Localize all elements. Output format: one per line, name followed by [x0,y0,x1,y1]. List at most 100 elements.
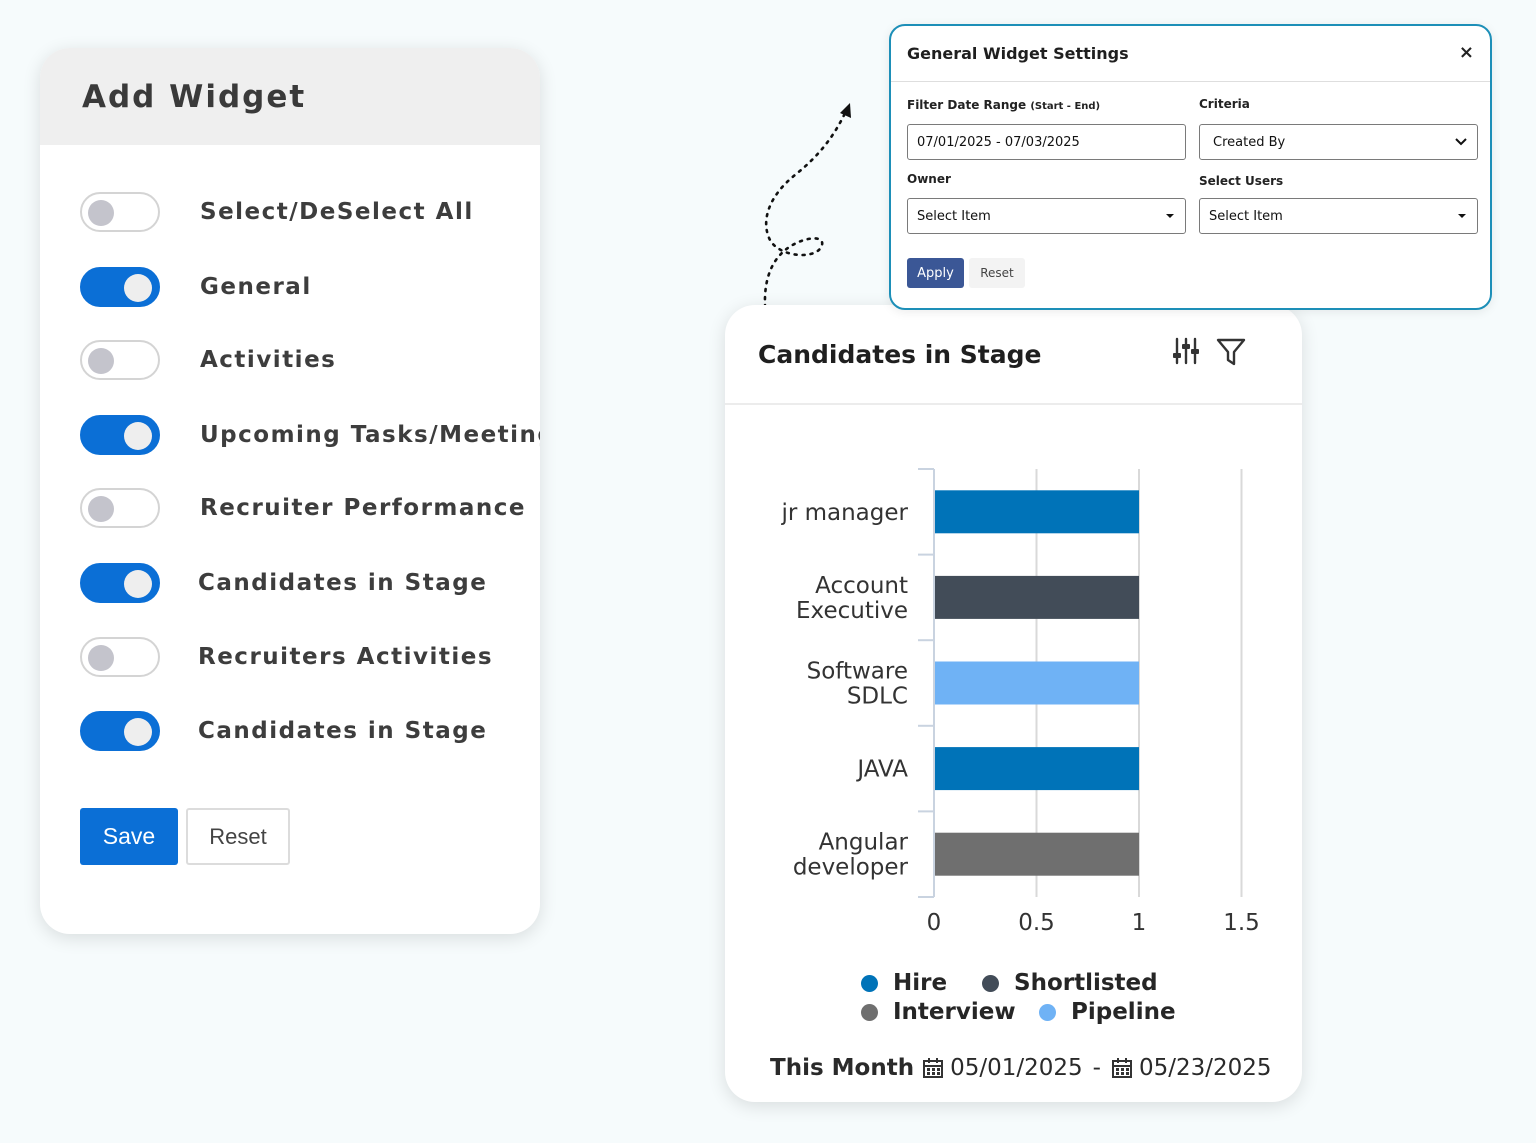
legend-label: Pipeline [1071,999,1176,1025]
sliders-icon[interactable] [1172,337,1200,365]
toggle-label: Candidates in Stage [198,718,488,744]
bar [935,832,1139,876]
legend-item-pipeline[interactable]: Pipeline [1039,999,1176,1025]
y-category-label: JAVA [855,757,908,783]
criteria-select[interactable]: Created By [1199,124,1478,160]
users-value: Select Item [1209,208,1283,224]
y-category-label: Executive [796,598,908,624]
toggle-knob [124,274,152,302]
activities-toggle[interactable] [80,340,160,380]
chart-card-header: Candidates in Stage [725,305,1302,405]
filter-icon[interactable] [1216,337,1246,367]
y-category-label: SDLC [847,684,908,710]
legend-dot [1039,1003,1056,1021]
calendar-icon [1111,1058,1132,1078]
dotted-arrow-icon [763,103,851,325]
bar [935,747,1139,791]
toggle-row-candidates-in-stage[interactable]: Candidates in Stage [80,563,487,603]
legend-dot [861,974,878,992]
chart-date-range: This Month 05/01/2025 - 05/23/2025 [770,1055,1272,1081]
legend-label: Hire [893,970,948,996]
y-category-label: developer [793,855,909,881]
add-widget-header: Add Widget [40,48,540,145]
x-tick-label: 1 [1132,910,1147,936]
owner-label: Owner [907,172,951,186]
toggle-knob [124,422,152,450]
toggle-knob [88,645,114,671]
toggle-knob [88,348,114,374]
toggle-label: Recruiters Activities [198,644,494,670]
toggle-label: Candidates in Stage [198,570,488,596]
date-range-label-text: Filter Date Range [907,98,1027,112]
chart-title: Candidates in Stage [758,339,1042,369]
toggle-label: Activities [200,347,337,373]
bar [935,661,1139,705]
bar [935,490,1139,534]
close-icon[interactable]: × [1458,42,1474,63]
general-toggle[interactable] [80,267,160,307]
toggle-label: Select/DeSelect All [200,199,474,225]
toggle-row-select-all[interactable]: Select/DeSelect All [80,192,474,232]
start-date: 05/01/2025 [950,1055,1083,1081]
x-tick-label: 0.5 [1018,910,1055,936]
toggle-label: Recruiter Performance [200,495,527,521]
calendar-icon [923,1058,944,1078]
y-category-label: jr manager [780,500,908,526]
save-button[interactable]: Save [80,808,178,865]
toggle-row-recruiters-activities[interactable]: Recruiters Activities [80,637,493,677]
toggle-label: General [200,274,312,300]
date-separator: - [1092,1055,1101,1081]
date-range-label: Filter Date Range (Start - End) [907,98,1100,112]
owner-value: Select Item [917,208,991,224]
toggle-row-recruiter-performance[interactable]: Recruiter Performance [80,488,526,528]
settings-header: General Widget Settings × [891,26,1490,82]
candidates-in-stage-toggle-2[interactable] [80,711,160,751]
toggle-row-candidates-in-stage-2[interactable]: Candidates in Stage [80,711,487,751]
x-tick-label: 1.5 [1223,910,1260,936]
period-label: This Month [770,1055,915,1081]
legend-item-shortlisted[interactable]: Shortlisted [982,970,1158,996]
settings-reset-button[interactable]: Reset [969,258,1025,288]
date-range-hint: (Start - End) [1030,101,1101,112]
upcoming-tasks-toggle[interactable] [80,415,160,455]
chevron-down-icon [1455,138,1467,146]
date-range-input[interactable]: 07/01/2025 - 07/03/2025 [907,124,1186,160]
owner-select[interactable]: Select Item [907,198,1186,234]
select-all-toggle[interactable] [80,192,160,232]
users-select[interactable]: Select Item [1199,198,1478,234]
users-label: Select Users [1199,174,1284,188]
criteria-label: Criteria [1199,97,1250,111]
chart-header-actions [1172,337,1246,367]
reset-button[interactable]: Reset [186,808,290,865]
candidates-in-stage-card: Candidates in Stage 0 0.5 1 1.5 jr manager Ac… [725,305,1302,1102]
toggle-knob [124,718,152,746]
general-widget-settings-dialog: General Widget Settings × Filter Date Ra… [889,24,1492,310]
caret-down-icon [1458,214,1466,218]
toggle-knob [124,570,152,598]
recruiters-activities-toggle[interactable] [80,637,160,677]
legend-label: Shortlisted [1014,970,1158,996]
legend-item-hire[interactable]: Hire [861,970,947,996]
y-category-label: Angular [819,830,909,856]
y-category-label: Account [815,573,908,599]
candidates-in-stage-toggle[interactable] [80,563,160,603]
legend-item-interview[interactable]: Interview [861,999,1016,1025]
y-category-label: Software [807,659,908,685]
toggle-label: Upcoming Tasks/Meetings [200,422,540,448]
recruiter-performance-toggle[interactable] [80,488,160,528]
legend-dot [861,1003,878,1021]
toggle-row-general[interactable]: General [80,267,312,307]
apply-button[interactable]: Apply [907,258,964,288]
date-range-value: 07/01/2025 - 07/03/2025 [917,134,1080,150]
add-widget-title: Add Widget [82,78,307,115]
end-date: 05/23/2025 [1138,1055,1272,1081]
settings-title: General Widget Settings [907,44,1129,63]
toggle-knob [88,200,114,226]
toggle-knob [88,496,114,522]
caret-down-icon [1166,214,1174,218]
toggle-row-activities[interactable]: Activities [80,340,336,380]
bar [935,575,1139,619]
criteria-value: Created By [1213,134,1286,150]
toggle-row-upcoming-tasks[interactable]: Upcoming Tasks/Meetings [80,415,540,455]
